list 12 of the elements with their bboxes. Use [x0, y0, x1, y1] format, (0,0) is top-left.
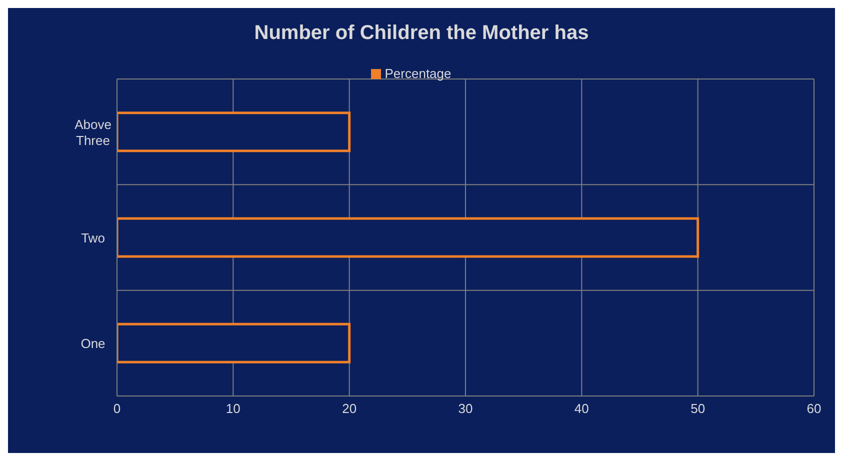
x-tick-label: 10	[226, 401, 240, 416]
x-tick-label: 40	[574, 401, 589, 416]
legend-label: Percentage	[384, 66, 452, 81]
y-tick-label: Above Three	[74, 116, 112, 148]
x-tick-label: 50	[690, 401, 706, 416]
x-tick-label: 60	[806, 401, 822, 416]
chart-title: Number of Children the Mother has	[253, 22, 590, 45]
x-tick-label: 20	[342, 401, 357, 416]
x-tick-label: 0	[113, 401, 121, 416]
x-tick-label: 30	[458, 401, 473, 416]
y-tick-label: Two	[81, 230, 105, 246]
y-tick-label: One	[80, 336, 106, 352]
